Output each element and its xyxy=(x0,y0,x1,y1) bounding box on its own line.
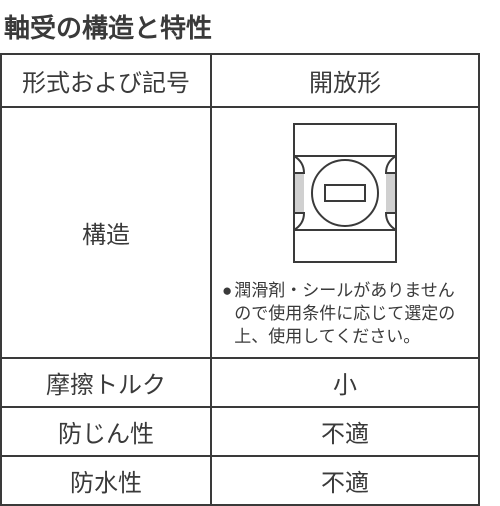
row-friction-value: 小 xyxy=(211,358,479,407)
table-row: 防じん性 不適 xyxy=(1,407,479,456)
row-friction-label: 摩擦トルク xyxy=(1,358,211,407)
note-text: 潤滑剤・シールがありませんので使用条件に応じて選定の上、使用してください。 xyxy=(234,280,468,349)
row-water-value: 不適 xyxy=(211,456,479,505)
structure-note: ● 潤滑剤・シールがありませんので使用条件に応じて選定の上、使用してください。 xyxy=(211,274,479,358)
row-structure-label: 構造 xyxy=(1,107,211,358)
header-left: 形式および記号 xyxy=(1,54,211,107)
table-row: 防水性 不適 xyxy=(1,456,479,505)
spec-table: 形式および記号 開放形 構造 xyxy=(0,53,480,506)
table-row: 摩擦トルク 小 xyxy=(1,358,479,407)
row-dust-label: 防じん性 xyxy=(1,407,211,456)
note-bullet: ● xyxy=(222,280,232,303)
bearing-cross-section-icon xyxy=(280,118,410,268)
bearing-diagram-cell xyxy=(211,107,479,274)
header-right: 開放形 xyxy=(211,54,479,107)
row-water-label: 防水性 xyxy=(1,456,211,505)
page-title: 軸受の構造と特性 xyxy=(4,8,492,45)
row-dust-value: 不適 xyxy=(211,407,479,456)
